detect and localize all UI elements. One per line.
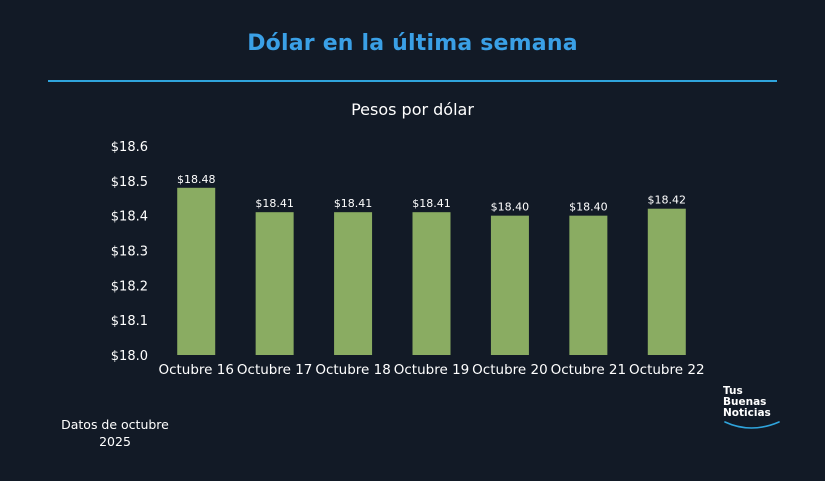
brand-arc-icon <box>724 421 780 429</box>
data-footnote: Datos de octubre 2025 <box>40 416 190 450</box>
bar-value-label: $18.41 <box>412 197 451 210</box>
x-category-label: Octubre 16 <box>158 362 234 378</box>
chart-title: Dólar en la última semana <box>247 31 578 56</box>
bar-value-label: $18.41 <box>255 197 294 210</box>
brand-logo: Tus Buenas Noticias <box>723 386 783 432</box>
bar <box>334 212 373 355</box>
y-tick-label: $18.3 <box>111 245 148 260</box>
bar-value-label: $18.41 <box>334 197 373 210</box>
bar <box>647 208 686 355</box>
bar <box>569 215 608 355</box>
brand-line-1: Tus <box>723 385 743 397</box>
bar <box>177 187 216 355</box>
bar <box>490 215 529 355</box>
bar <box>255 212 294 355</box>
x-category-label: Octubre 22 <box>629 362 705 378</box>
footnote-line-1: Datos de octubre <box>61 417 169 432</box>
footnote-line-2: 2025 <box>99 434 131 449</box>
bar-value-label: $18.42 <box>648 194 687 207</box>
x-category-label: Octubre 19 <box>394 362 470 378</box>
brand-line-3: Noticias <box>723 407 771 419</box>
title-divider <box>48 80 777 82</box>
bar-value-label: $18.40 <box>491 201 530 214</box>
bar <box>412 212 451 355</box>
y-tick-label: $18.1 <box>111 314 148 329</box>
x-category-label: Octubre 17 <box>237 362 313 378</box>
brand-line-2: Buenas <box>723 396 767 408</box>
x-category-label: Octubre 21 <box>551 362 627 378</box>
bar-value-label: $18.40 <box>569 201 608 214</box>
chart-subtitle: Pesos por dólar <box>351 100 474 119</box>
x-category-label: Octubre 20 <box>472 362 548 378</box>
x-category-label: Octubre 18 <box>315 362 391 378</box>
y-tick-label: $18.5 <box>111 175 148 190</box>
y-tick-label: $18.6 <box>111 140 148 155</box>
y-tick-label: $18.4 <box>111 210 148 225</box>
y-tick-label: $18.2 <box>111 279 148 294</box>
bar-value-label: $18.48 <box>177 173 216 186</box>
y-tick-label: $18.0 <box>111 349 148 364</box>
